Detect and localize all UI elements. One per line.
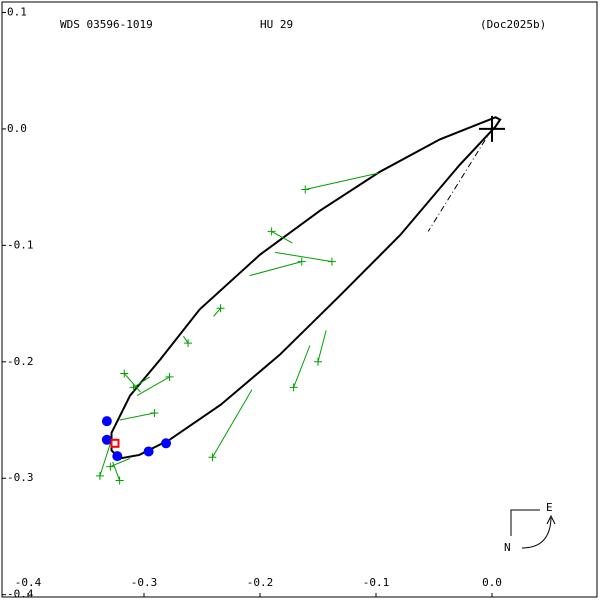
interferometric-point xyxy=(101,416,112,427)
x-tick-label: -0.3 xyxy=(131,576,158,589)
y-tick-label: -0.3 xyxy=(7,471,34,484)
observation-plus xyxy=(150,409,159,418)
primary-star xyxy=(479,115,506,142)
compass-east: E xyxy=(546,501,553,514)
y-tick-label: -0.2 xyxy=(7,355,34,368)
observation-plus xyxy=(314,357,323,366)
observation-plus xyxy=(95,471,104,480)
residual-line xyxy=(293,345,311,388)
observation-plus xyxy=(216,304,225,313)
observation-plus xyxy=(120,369,129,378)
title-left: WDS 03596-1019 xyxy=(60,18,153,31)
compass-arrow xyxy=(521,514,556,549)
residual-line xyxy=(249,261,302,277)
compass-axes xyxy=(510,509,540,536)
residual-line xyxy=(183,335,189,344)
residual-line xyxy=(133,376,151,388)
residual-line xyxy=(136,376,170,396)
y-tick-label: -0.4 xyxy=(7,588,34,600)
residual-line xyxy=(271,230,293,244)
title-right: (Doc2025b) xyxy=(480,18,546,31)
interferometric-point xyxy=(101,434,112,445)
residual-line xyxy=(305,172,379,190)
x-tick-label: -0.2 xyxy=(247,576,274,589)
interferometric-point xyxy=(161,438,172,449)
observation-plus xyxy=(208,453,217,462)
residual-line xyxy=(212,389,253,458)
residual-line xyxy=(123,373,141,393)
interferometric-point xyxy=(143,446,154,457)
observation-plus xyxy=(165,372,174,381)
residual-line xyxy=(99,439,112,477)
observation-plus xyxy=(129,383,138,392)
y-tick-label: 0.1 xyxy=(7,5,27,18)
y-tick-label: -0.1 xyxy=(7,238,34,251)
residual-line xyxy=(112,461,121,481)
residual-line xyxy=(317,330,327,362)
compass-north: N xyxy=(504,541,511,554)
observation-plus xyxy=(115,476,124,485)
observation-plus xyxy=(267,227,276,236)
y-tick-label: 0.0 xyxy=(7,122,27,135)
title-center: HU 29 xyxy=(260,18,293,31)
residual-line xyxy=(119,412,155,421)
interferometric-point xyxy=(112,451,123,462)
node-line xyxy=(427,128,493,232)
compass: N E xyxy=(504,501,556,554)
residual-line xyxy=(274,251,333,263)
observation-plus xyxy=(301,185,310,194)
observation-plus xyxy=(184,339,193,348)
observation-plus xyxy=(289,383,298,392)
residual-line xyxy=(213,307,221,317)
observation-plus xyxy=(106,462,115,471)
x-tick-label: -0.1 xyxy=(363,576,390,589)
x-tick-label: 0.0 xyxy=(482,576,502,589)
current-position xyxy=(110,438,120,448)
observation-plus xyxy=(327,257,336,266)
observation-plus xyxy=(297,257,306,266)
x-tick-label: -0.4 xyxy=(15,576,42,589)
